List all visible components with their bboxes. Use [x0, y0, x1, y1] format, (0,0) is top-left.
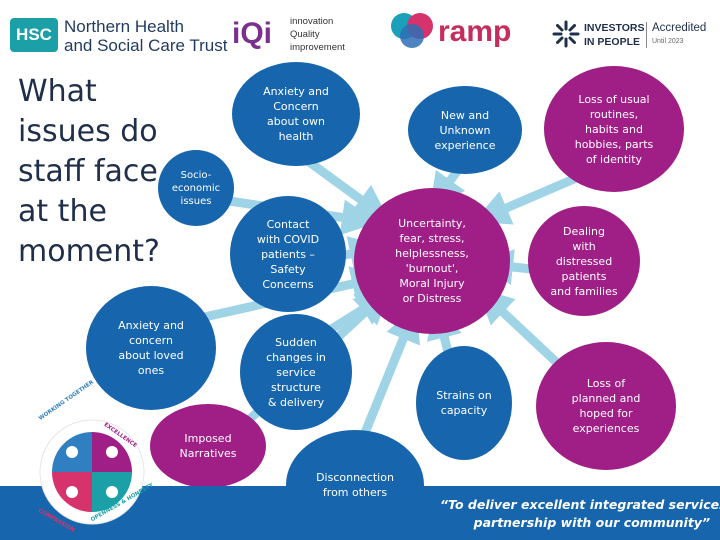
bubble-center-uncertainty: Uncertainty, fear, stress, helplessness,… — [354, 188, 510, 334]
footer-quote-line1: “To deliver excellent integrated service… — [440, 497, 720, 512]
iip-line2: IN PEOPLE — [584, 36, 641, 48]
footer-quote-line2: partnership with our community” — [473, 515, 710, 530]
bubble-imposed-narratives: Imposed Narratives — [150, 404, 266, 488]
bubble-strains-capacity: Strains on capacity — [416, 346, 512, 460]
bubble-anxiety-loved-ones: Anxiety and concern about loved ones — [86, 286, 216, 410]
bubble-dealing-distressed: Dealing with distressed patients and fam… — [528, 206, 640, 316]
bubble-disconnection: Disconnection from others — [286, 430, 424, 540]
bubble-new-unknown: New and Unknown experience — [408, 86, 522, 174]
ramp-word: ramp — [438, 15, 512, 48]
footer-quote: “To deliver excellent integrated service… — [440, 496, 720, 532]
ramp-heart-icon — [391, 13, 433, 48]
iqi-line3: improvement — [290, 42, 345, 53]
title-line: staff face — [18, 154, 158, 189]
page-title: What issues do staff face at the moment? — [18, 72, 188, 272]
title-line: What — [18, 74, 97, 109]
iip-status: Accredited — [652, 22, 707, 34]
iip-divider — [646, 22, 647, 48]
iip-date: Until 2023 — [652, 38, 684, 45]
iqi-line1: innovation — [290, 16, 334, 27]
hsc-name-line2: and Social Care Trust — [64, 36, 228, 55]
iqi-logo: iQi innovation Quality improvement — [232, 14, 372, 58]
title-line: issues do — [18, 114, 158, 149]
bubble-contact-covid: Contact with COVID patients – Safety Con… — [230, 196, 346, 312]
hsc-badge: HSC — [10, 18, 58, 52]
bubble-sudden-changes: Sudden changes in service structure & de… — [240, 314, 352, 430]
iip-line1: INVESTORS — [584, 22, 645, 34]
hsc-logo: HSC Northern Health and Social Care Trus… — [10, 16, 227, 56]
title-line: at the — [18, 194, 107, 229]
values-wheel-graphic — [39, 419, 145, 525]
bubble-socio-economic: Socio- economic issues — [158, 150, 234, 226]
bubble-anxiety-own-health: Anxiety and Concern about own health — [232, 62, 360, 166]
hsc-name-line1: Northern Health — [64, 17, 185, 36]
iqi-mark: iQi — [232, 17, 273, 50]
values-wheel: WORKING TOGETHER EXCELLENCE COMPASSION O… — [37, 380, 155, 534]
bubble-loss-routines: Loss of usual routines, habits and hobbi… — [544, 66, 684, 192]
iip-star-icon — [552, 20, 580, 48]
iqi-line2: Quality — [290, 29, 320, 40]
title-line: moment? — [18, 234, 160, 269]
iip-logo: INVESTORS IN PEOPLE Accredited Until 202… — [552, 16, 717, 56]
ramp-logo: ramp — [388, 10, 528, 58]
bubble-loss-planned: Loss of planned and hoped for experience… — [536, 342, 676, 470]
